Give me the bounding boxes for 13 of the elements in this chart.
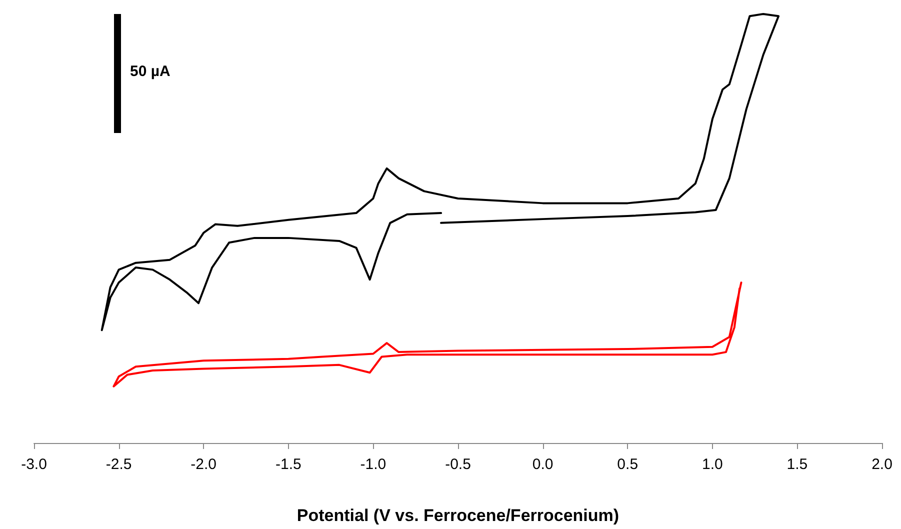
x-tick-label: -3.0 — [21, 456, 47, 473]
x-tick-label: 1.0 — [702, 456, 723, 473]
x-tick-label: -1.0 — [360, 456, 386, 473]
x-tick-label: 0.5 — [617, 456, 638, 473]
x-tick-label: -0.5 — [445, 456, 471, 473]
x-tick-label: 0.0 — [532, 456, 554, 473]
x-tick-label: -2.5 — [106, 456, 132, 473]
x-tick-label: -2.0 — [190, 456, 217, 473]
x-tick-label: -1.5 — [275, 456, 302, 473]
x-tick-label: 2.0 — [872, 456, 892, 473]
x-tick-label: 1.5 — [786, 456, 808, 473]
x-axis-title: Potential (V vs. Ferrocene/Ferrocenium) — [296, 506, 620, 525]
annotation: 50 µA — [130, 63, 170, 80]
